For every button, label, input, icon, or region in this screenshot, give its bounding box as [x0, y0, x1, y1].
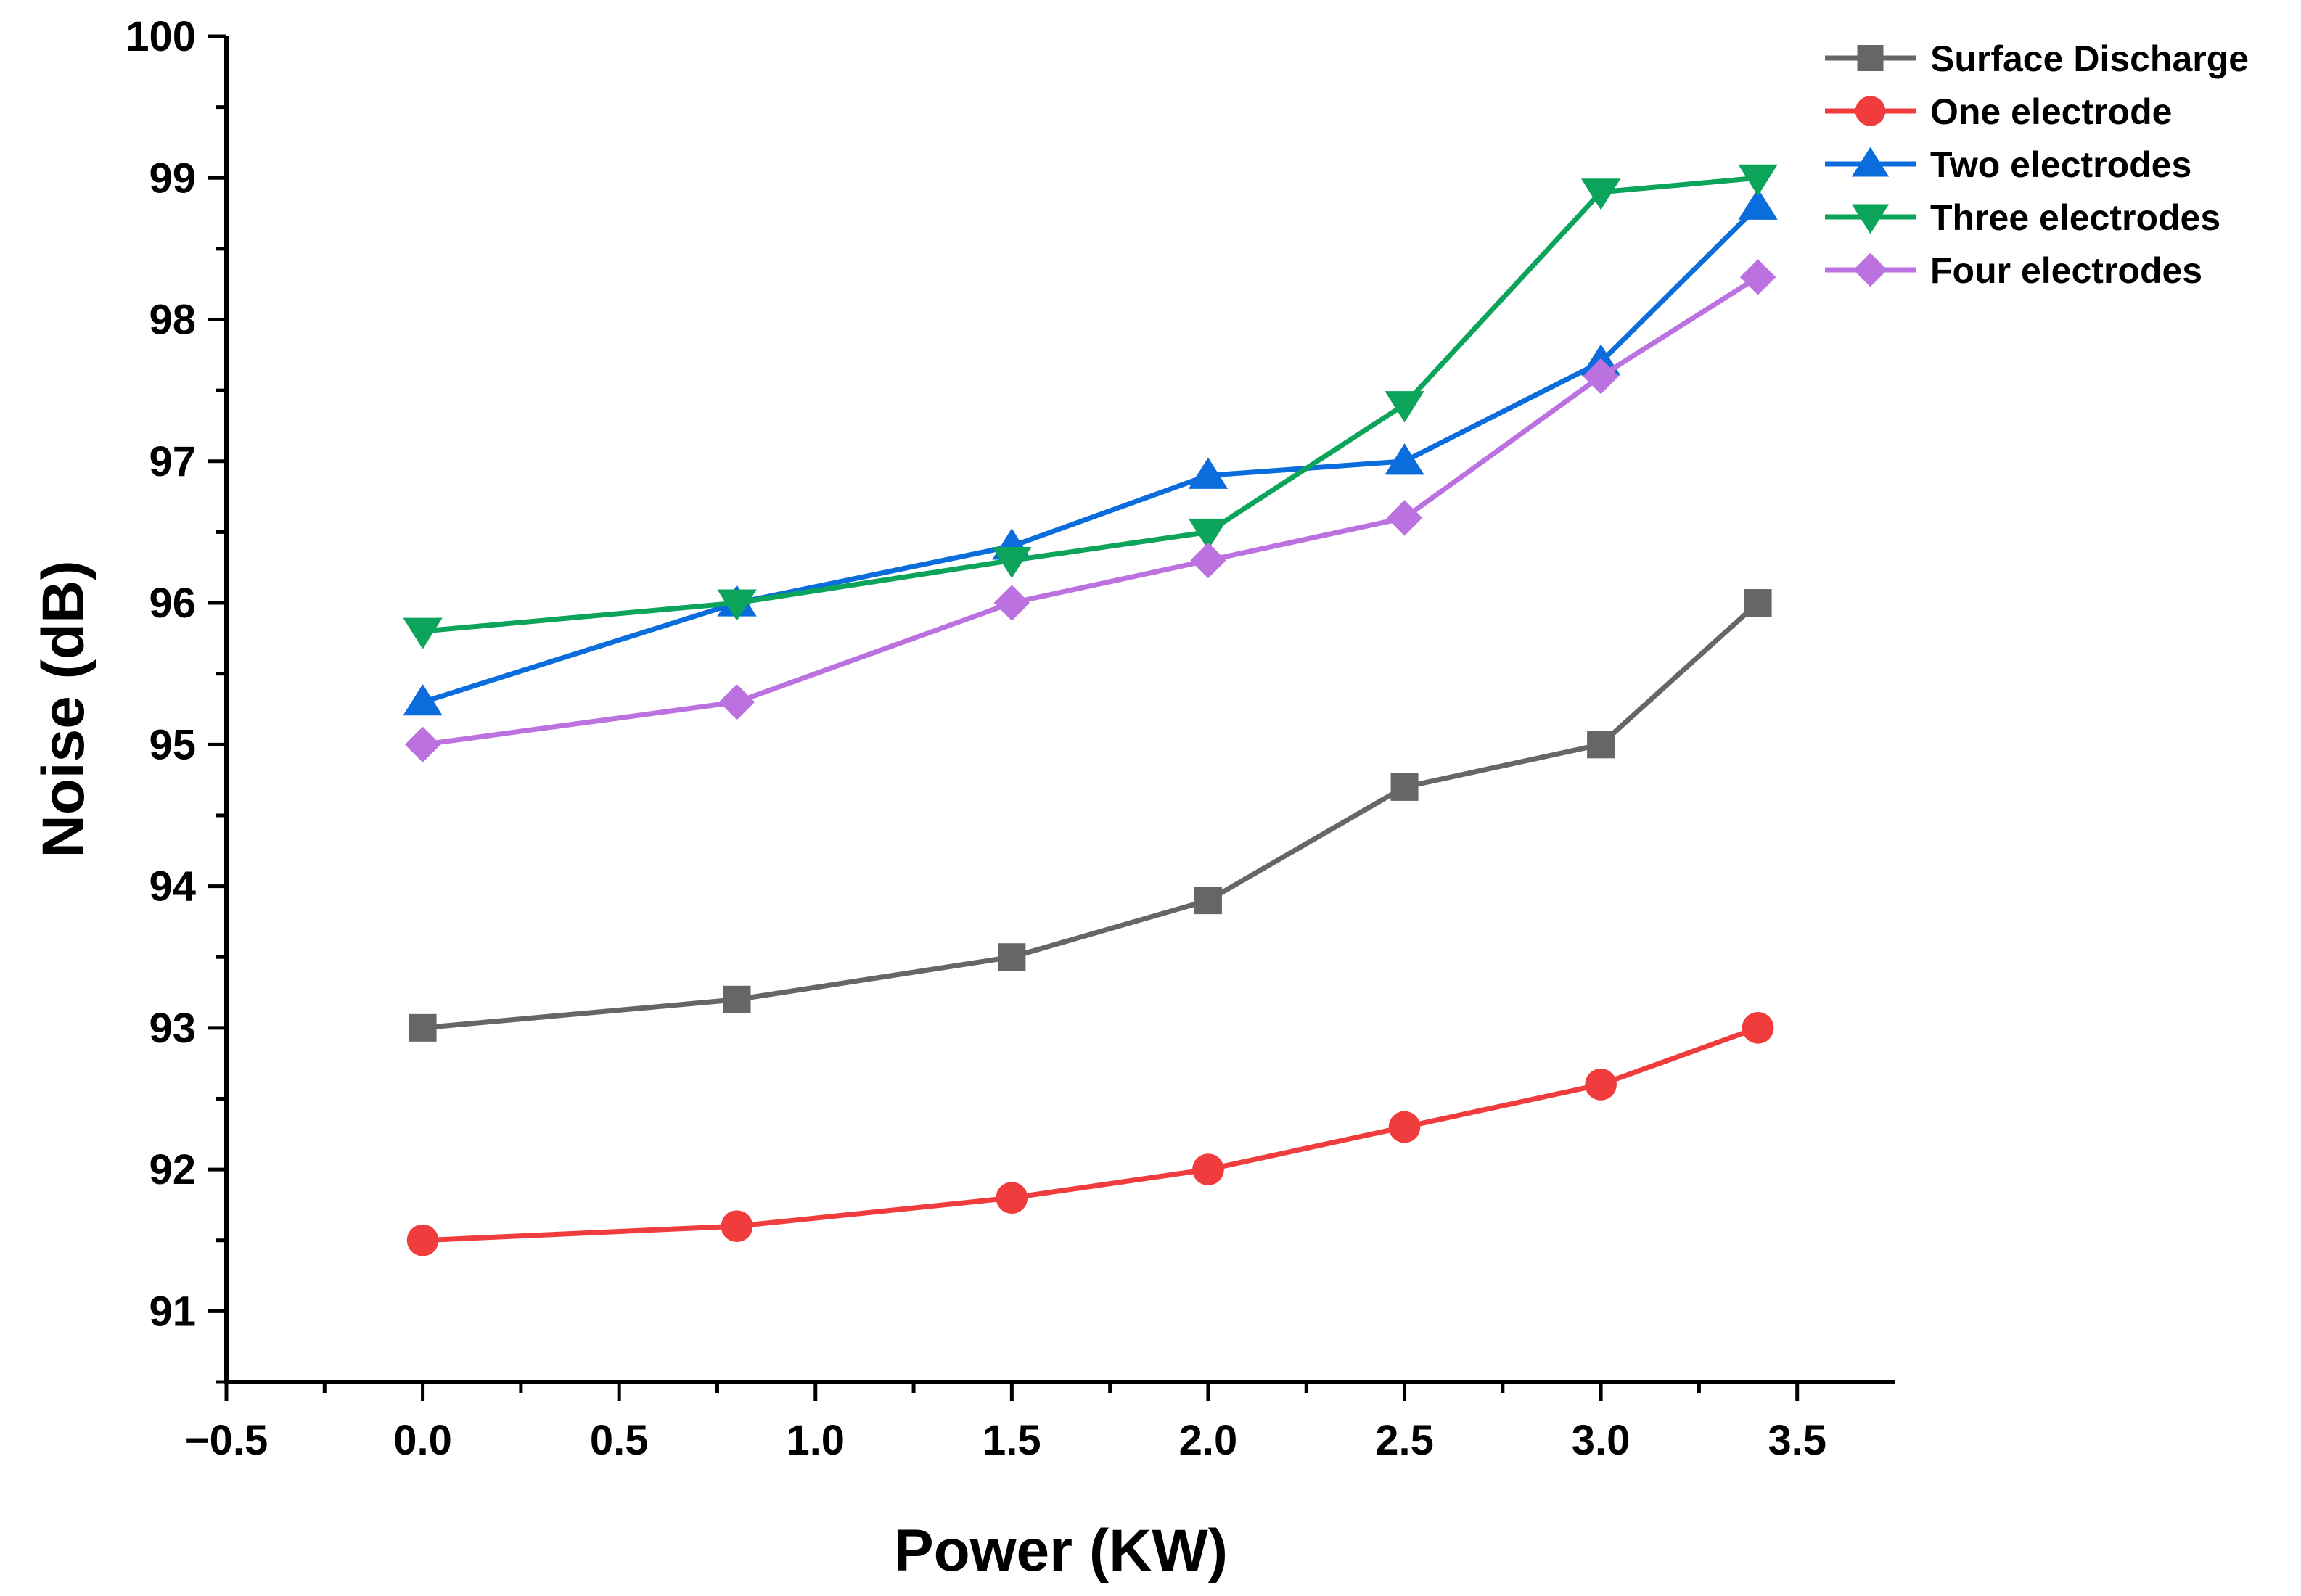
marker-square [1857, 45, 1884, 71]
y-tick-label: 99 [149, 155, 196, 202]
marker-square [998, 943, 1026, 971]
marker-diamond [1190, 542, 1226, 579]
marker-circle [1192, 1153, 1224, 1185]
marker-triangle-down [717, 589, 757, 621]
marker-triangle-up [1738, 188, 1778, 220]
marker-square [409, 1013, 437, 1042]
marker-square [1744, 589, 1772, 617]
marker-triangle-up [1188, 457, 1229, 489]
marker-triangle-up [403, 684, 443, 716]
y-tick-label: 94 [149, 863, 196, 910]
marker-diamond [404, 726, 441, 763]
marker-diamond [993, 585, 1030, 621]
axes [224, 36, 1895, 1384]
x-tick-label: 1.5 [983, 1417, 1041, 1464]
legend-item-1: One electrode [1825, 91, 2172, 132]
x-tick-label: 0.0 [393, 1417, 452, 1464]
series-1 [406, 1011, 1774, 1256]
y-axis-title: Noise (dB) [30, 561, 97, 858]
marker-diamond [1739, 259, 1776, 295]
y-tick-label: 96 [149, 580, 196, 627]
legend-label: One electrode [1930, 91, 2172, 132]
series-3 [403, 164, 1778, 649]
marker-diamond [718, 684, 755, 720]
legend-item-4: Four electrodes [1825, 250, 2202, 291]
marker-diamond [1386, 500, 1423, 536]
marker-square [723, 985, 751, 1013]
x-tick-label: 3.0 [1572, 1417, 1631, 1464]
series-line [422, 274, 1760, 747]
legend-item-3: Three electrodes [1825, 197, 2220, 238]
x-axis-title: Power (KW) [894, 1518, 1228, 1584]
x-tick-label: 1.0 [786, 1417, 845, 1464]
legend-label: Four electrodes [1930, 250, 2202, 291]
marker-diamond [1583, 358, 1619, 395]
marker-triangle-down [1385, 391, 1424, 423]
x-tick-label: 3.5 [1768, 1417, 1826, 1464]
y-tick-label: 93 [149, 1005, 196, 1052]
series-4 [404, 259, 1776, 763]
marker-triangle-down [1851, 204, 1890, 234]
series-line [422, 1025, 1759, 1243]
marker-circle [1742, 1011, 1774, 1044]
series-layer [403, 164, 1778, 1256]
y-tick-label: 97 [149, 438, 196, 485]
marker-triangle-down [992, 546, 1032, 579]
series-line [422, 601, 1760, 1031]
x-tick-label: 2.0 [1179, 1417, 1238, 1464]
legend-label: Two electrodes [1930, 144, 2191, 185]
series-2 [403, 188, 1778, 716]
marker-triangle-up [1851, 147, 1890, 177]
marker-circle [406, 1224, 439, 1256]
y-tick-label: 92 [149, 1146, 196, 1193]
legend-item-0: Surface Discharge [1825, 38, 2249, 79]
marker-triangle-down [1738, 164, 1778, 196]
x-tick-label: 0.5 [590, 1417, 649, 1464]
ticks: −0.5 0.0 0.5 1.0 1.5 2.0 2.5 3.0 3.5 91 92 93 94 95 96… [126, 13, 1826, 1464]
series-line [422, 204, 1760, 705]
marker-circle [1855, 96, 1886, 126]
marker-square [1194, 887, 1222, 915]
y-tick-label: 100 [126, 13, 196, 60]
series-0 [409, 589, 1772, 1042]
legend: Surface Discharge One electrode Two electr… [1825, 38, 2249, 291]
marker-square [1390, 773, 1419, 801]
marker-circle [996, 1182, 1028, 1214]
y-tick-label: 95 [149, 721, 196, 768]
marker-triangle-down [403, 617, 443, 649]
marker-diamond [1853, 252, 1887, 287]
x-tick-label: −0.5 [185, 1417, 268, 1464]
marker-square [1587, 731, 1615, 759]
marker-circle [721, 1210, 753, 1243]
marker-triangle-down [1580, 178, 1621, 210]
marker-circle [1388, 1111, 1421, 1143]
y-tick-label: 91 [149, 1288, 196, 1335]
marker-triangle-up [1385, 443, 1424, 475]
marker-circle [1585, 1069, 1617, 1101]
legend-label: Surface Discharge [1930, 38, 2249, 79]
marker-triangle-down [1188, 518, 1229, 551]
y-tick-label: 98 [149, 297, 196, 344]
legend-item-2: Two electrodes [1825, 144, 2191, 185]
x-tick-label: 2.5 [1375, 1417, 1434, 1464]
legend-label: Three electrodes [1930, 197, 2220, 238]
